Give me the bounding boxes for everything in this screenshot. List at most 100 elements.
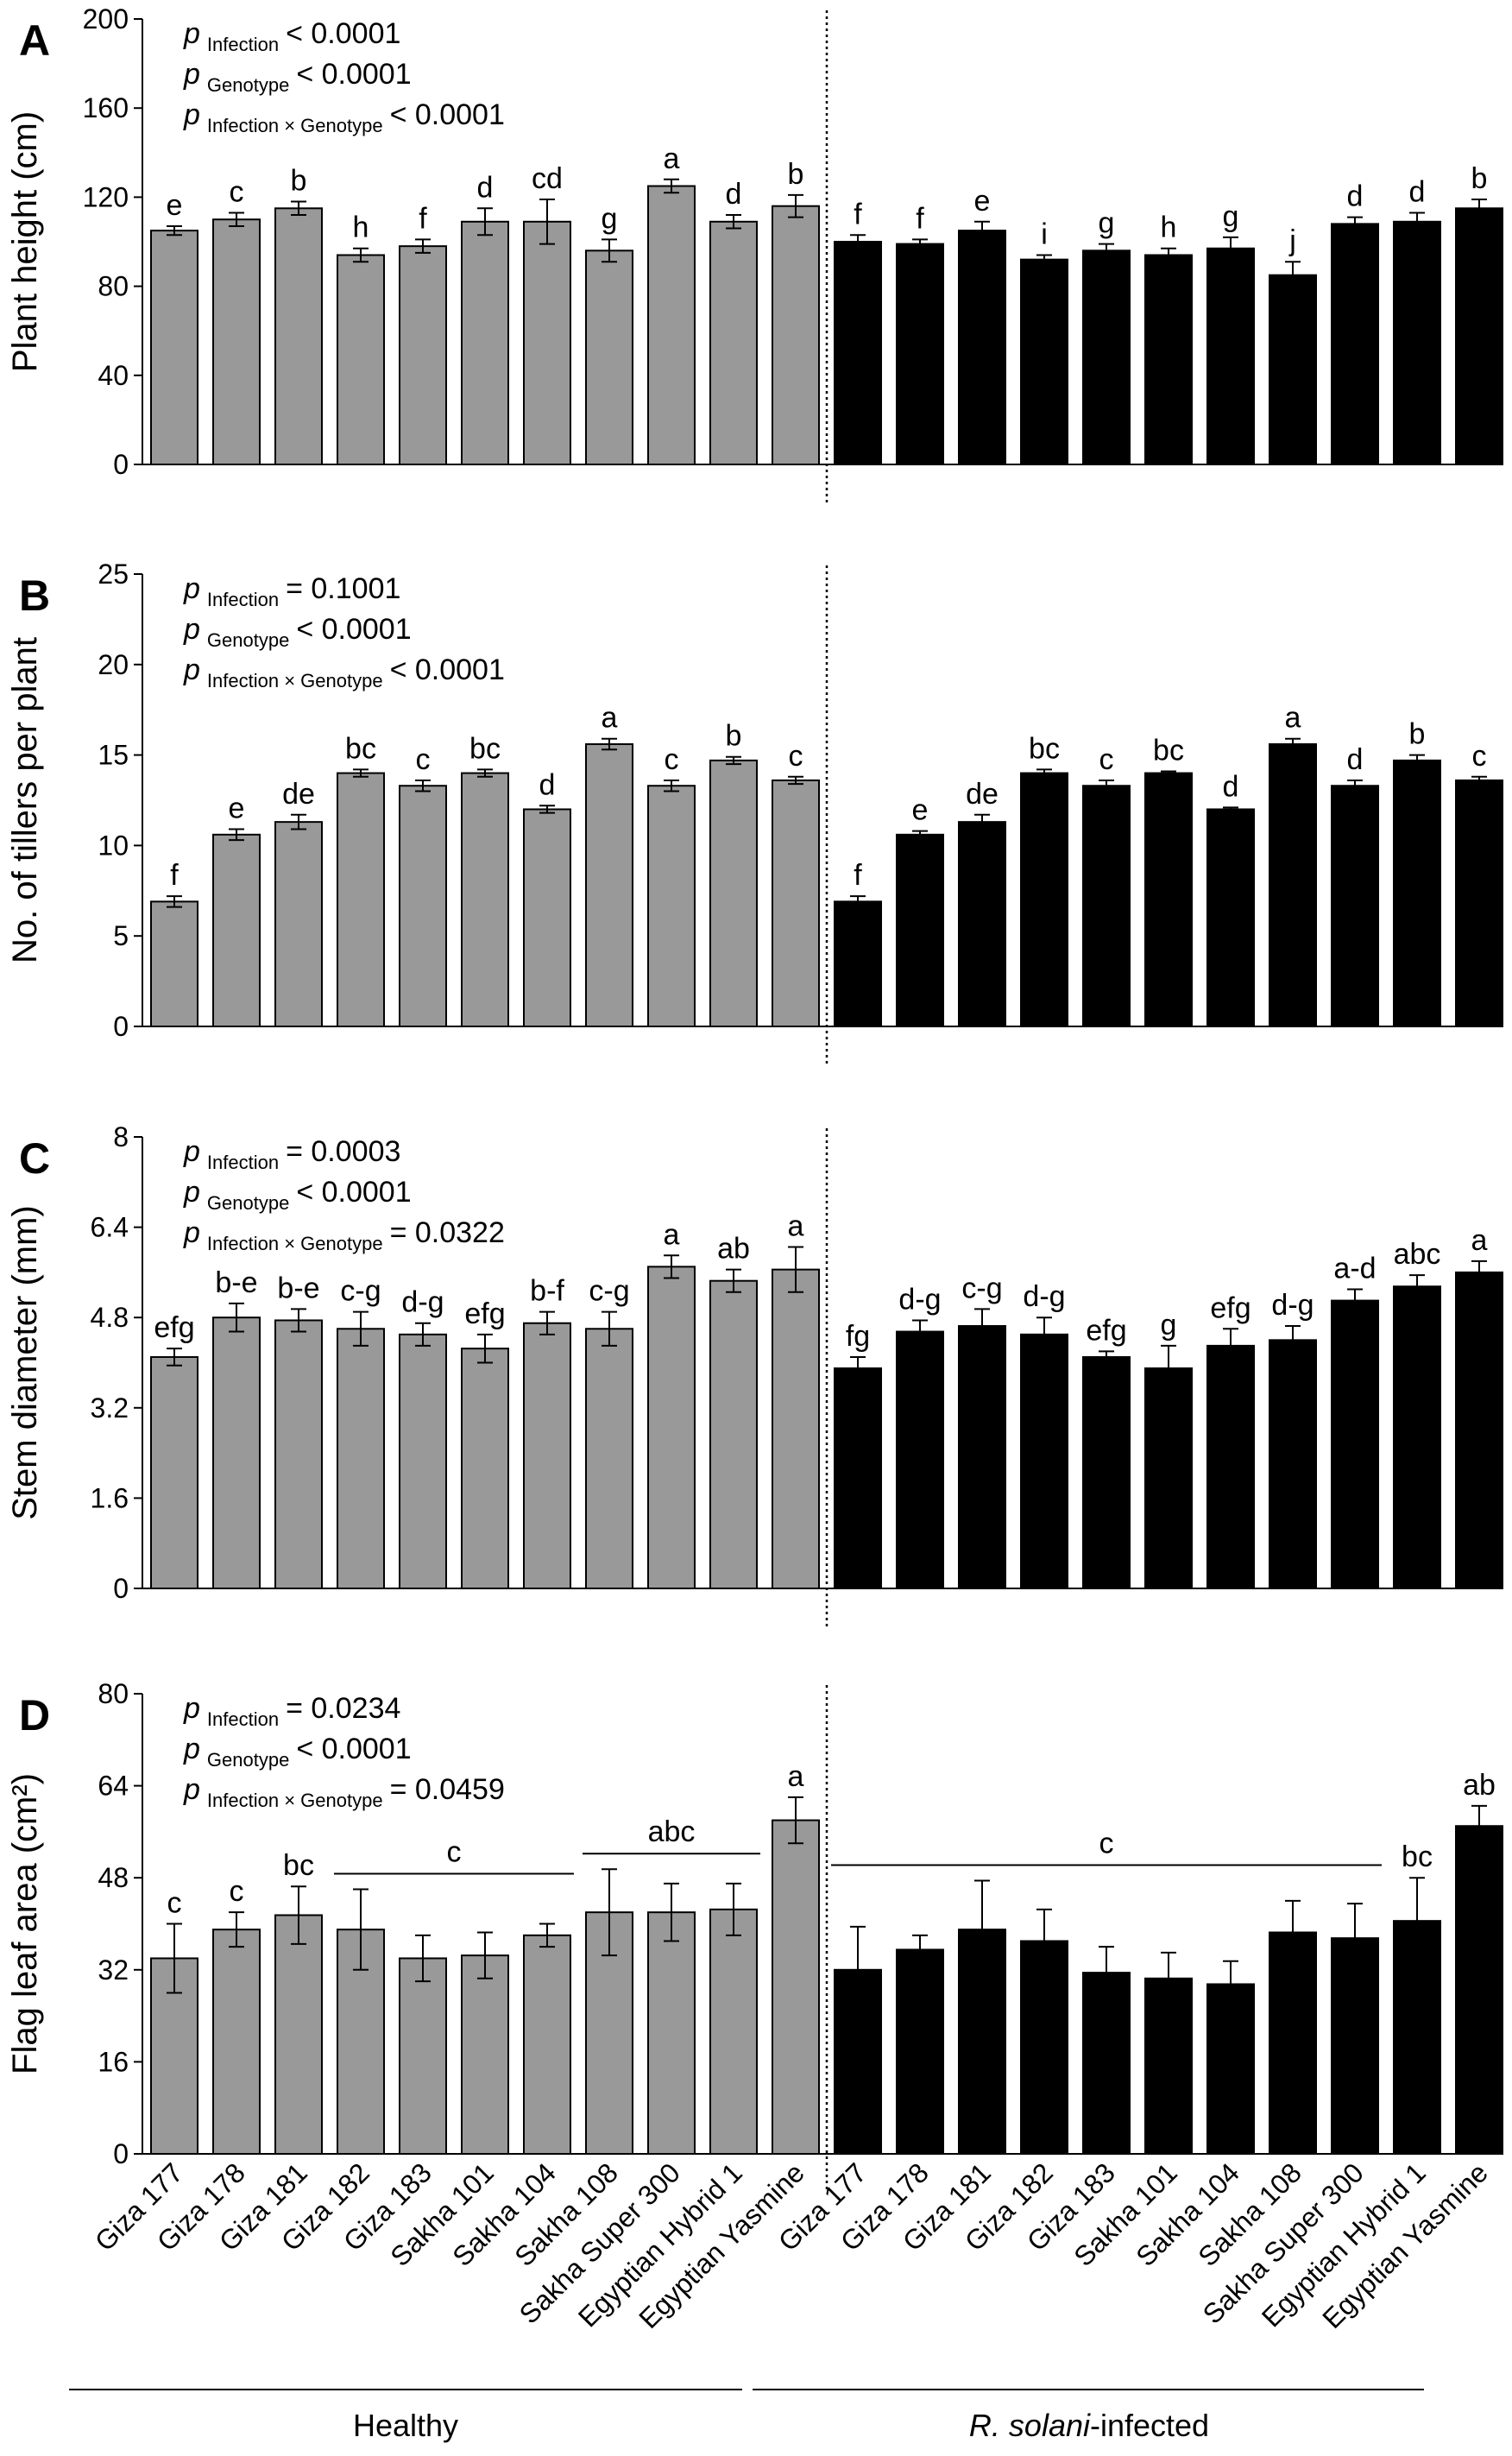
error-bar: [1471, 198, 1487, 218]
error-bar: [664, 1254, 679, 1279]
error-bar: [415, 779, 431, 792]
stat-line: p Infection × Genotype < 0.0001: [183, 98, 505, 136]
error-bar: [1099, 1946, 1114, 2000]
significance-letter: abc: [1394, 1238, 1441, 1271]
error-bar: [602, 1310, 617, 1347]
error-bar: [167, 1922, 182, 1994]
bar: [834, 1367, 882, 1589]
error-bar: [602, 1868, 617, 1957]
significance-letter: a: [1285, 702, 1301, 735]
significance-letter: g: [1223, 200, 1239, 233]
y-axis-label: Plant height (cm): [6, 111, 44, 372]
bar: [1455, 779, 1503, 1027]
error-bar: [726, 214, 741, 230]
panel-letter: C: [19, 1134, 50, 1183]
significance-letter: h: [353, 212, 369, 244]
significance-letter: b: [1409, 718, 1426, 751]
y-tick-label: 3.2: [91, 1392, 129, 1424]
error-bar: [850, 1925, 866, 2014]
bar: [585, 1328, 633, 1590]
error-bar: [1099, 1350, 1114, 1364]
significance-letter: b: [291, 165, 307, 198]
bar: [1020, 258, 1068, 466]
bar: [274, 821, 323, 1027]
bar: [399, 1957, 447, 2156]
error-bar: [1471, 1804, 1487, 1847]
bar: [274, 1914, 323, 2156]
error-bar: [1099, 243, 1114, 259]
significance-letter: c-g: [961, 1272, 1002, 1304]
bar: [772, 1819, 820, 2155]
bar: [399, 1333, 447, 1589]
error-bar: [477, 1931, 493, 1979]
y-tick-label: 160: [83, 92, 129, 123]
significance-letter: c: [167, 1887, 182, 1920]
y-tick-label: 5: [113, 920, 129, 951]
bar: [337, 254, 385, 466]
bar: [461, 772, 509, 1027]
bar: [834, 241, 882, 465]
significance-letter: bc: [1029, 732, 1060, 765]
error-bar: [1285, 737, 1301, 751]
bar: [1144, 1367, 1193, 1589]
error-bar: [539, 805, 555, 814]
bar: [150, 900, 198, 1027]
bar: [772, 1268, 820, 1589]
error-bar: [664, 779, 679, 792]
y-axis-label: Stem diameter (mm): [6, 1205, 44, 1520]
group-letter: abc: [648, 1815, 696, 1848]
bar: [1144, 1977, 1193, 2155]
significance-letter: a: [664, 1218, 680, 1251]
bar: [1269, 274, 1317, 466]
error-bar: [229, 1911, 244, 1948]
stat-line: p Genotype < 0.0001: [183, 1733, 412, 1771]
bar: [1269, 1339, 1317, 1589]
significance-letter: g: [1099, 207, 1115, 240]
error-bar: [353, 1310, 369, 1347]
bar: [896, 1948, 944, 2155]
significance-letter: g: [602, 202, 618, 235]
significance-letter: a: [788, 1760, 804, 1793]
bar: [709, 220, 758, 465]
error-bar: [1223, 236, 1238, 261]
error-bar: [1036, 1908, 1052, 1974]
significance-letter: c: [230, 175, 244, 208]
error-bar: [726, 1268, 741, 1293]
error-bar: [477, 768, 493, 778]
significance-letter: ab: [717, 1233, 750, 1266]
error-bar: [1285, 1325, 1301, 1355]
error-bar: [291, 1308, 306, 1333]
significance-letter: f: [854, 198, 862, 230]
significance-letter: d: [477, 171, 494, 204]
y-tick-label: 120: [83, 181, 129, 212]
bar: [461, 1348, 509, 1589]
bar: [772, 779, 820, 1027]
y-tick-label: 80: [98, 1678, 129, 1709]
y-tick-label: 6.4: [91, 1212, 129, 1243]
stat-line: p Infection < 0.0001: [183, 17, 400, 55]
bar: [585, 743, 633, 1027]
significance-letter: b-e: [277, 1272, 319, 1304]
stat-line: p Infection × Genotype = 0.0459: [183, 1773, 505, 1811]
stat-line: p Infection = 0.0234: [183, 1692, 400, 1730]
significance-letter: c: [1099, 743, 1114, 776]
error-bar: [912, 1319, 928, 1344]
error-bar: [167, 895, 182, 908]
error-bar: [602, 238, 617, 263]
group-label-infected: R. solani-infected: [969, 2408, 1209, 2443]
error-bar: [912, 238, 928, 249]
bar: [647, 785, 696, 1027]
significance-letter: efg: [154, 1311, 194, 1344]
bar: [1082, 1972, 1131, 2156]
error-bar: [788, 1796, 803, 1845]
significance-letter: f: [916, 202, 924, 235]
bar: [461, 220, 509, 465]
error-bar: [1347, 779, 1363, 792]
error-bar: [353, 1888, 369, 1971]
significance-letter: b: [726, 720, 742, 753]
error-bar: [974, 1308, 990, 1344]
error-bar: [1409, 212, 1425, 232]
significance-letter: d: [1409, 175, 1426, 208]
significance-letter: c: [416, 743, 431, 776]
